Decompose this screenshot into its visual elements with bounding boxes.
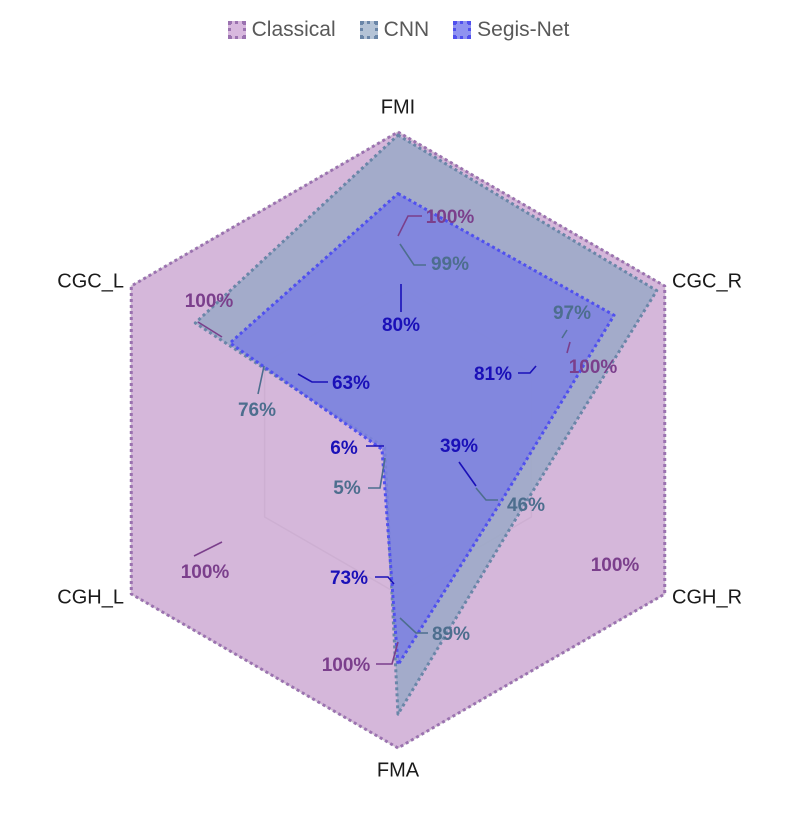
leader-segis-net-cgh-r [458,461,477,487]
leader-classical-cgh-l [193,541,223,557]
leader-cnn-cgc-r [561,329,568,339]
data-label-segis-net-fmi: 80% [382,315,420,336]
data-label-classical-fma: 100% [322,655,371,676]
leader-cnn-fmi [399,243,426,266]
radar-series [129,130,667,750]
legend-item-cnn[interactable]: CNN [359,18,430,42]
leader-classical-fma [376,641,399,665]
data-label-segis-net-cgc-l: 63% [332,373,370,394]
data-label-cnn-cgc-r: 97% [553,303,591,324]
leader-cnn-cgh-l [368,457,386,489]
label-leaders [193,215,571,665]
legend-swatch-cnn [359,21,378,39]
legend-swatch-segis-net [453,21,472,39]
data-label-segis-net-cgh-r: 39% [440,436,478,457]
axis-label-fma: FMA [377,759,420,781]
series-area-segis-net [228,192,616,667]
leader-classical-cgc-r [566,341,571,354]
data-label-cnn-cgc-l: 76% [238,400,276,421]
leader-segis-net-cgc-r [518,365,537,374]
axis-label-cgh-l: CGH_L [57,586,124,608]
leader-classical-fmi [397,215,422,237]
axis-label-cgc-l: CGC_L [57,270,124,292]
axis-label-cgc-r: CGC_R [672,270,742,292]
legend-label-segis-net: Segis-Net [477,18,570,41]
leader-segis-net-cgc-l [297,373,328,383]
leader-segis-net-fma [375,576,395,585]
data-label-cnn-cgh-l: 5% [333,478,361,499]
axis-labels: FMI CGC_R CGH_R FMA CGH_L CGC_L [57,96,742,781]
data-label-segis-net-cgh-l: 6% [330,438,358,459]
legend-item-segis-net[interactable]: Segis-Net [453,18,569,42]
data-label-classical-cgh-r: 100% [591,555,640,576]
legend-item-classical[interactable]: Classical [227,18,336,42]
leader-cnn-cgh-r [475,487,498,501]
data-label-cnn-cgh-r: 46% [507,495,545,516]
data-label-segis-net-cgc-r: 81% [474,364,512,385]
legend: Classical CNN Segis-Net [0,18,797,42]
data-label-classical-cgc-l: 100% [185,291,234,312]
data-label-cnn-fma: 89% [432,624,470,645]
data-label-cnn-fmi: 99% [431,254,469,275]
legend-label-classical: Classical [251,18,336,41]
data-label-classical-fmi: 100% [426,207,475,228]
leader-cnn-cgc-l [257,365,265,395]
legend-swatch-classical [227,21,246,39]
legend-label-cnn: CNN [383,18,430,41]
leader-classical-cgc-l [197,321,223,338]
axis-label-fmi: FMI [381,96,415,118]
data-label-segis-net-fma: 73% [330,568,368,589]
axis-label-cgh-r: CGH_R [672,586,742,608]
data-label-classical-cgc-r: 100% [569,357,618,378]
data-label-classical-cgh-l: 100% [181,562,230,583]
leader-cnn-fma [399,617,428,634]
data-labels: 100% 100% 100% 100% 100% 100% 99% 97% 46% 89% 5% 76… [181,207,640,676]
